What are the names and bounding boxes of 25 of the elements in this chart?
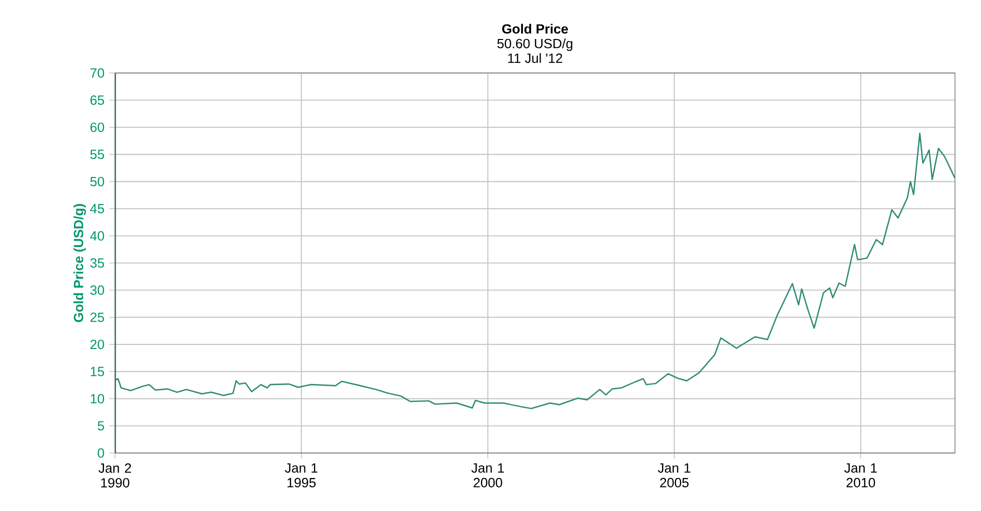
- y-tick-label: 5: [98, 421, 104, 431]
- x-tick-label: Jan 2 1990: [98, 463, 132, 488]
- y-tick-label: 70: [90, 68, 104, 78]
- text: 11 Jul '12: [508, 53, 562, 63]
- x-tick-label: Jan 1 2010: [844, 463, 877, 488]
- chart-subtitle: 50.60 USD/g: [497, 38, 572, 51]
- y-tick-label: 30: [90, 285, 104, 295]
- x-tick-label: Jan 1 2005: [658, 463, 690, 488]
- y-tick-label: 25: [90, 312, 104, 322]
- y-tick-label: 40: [90, 231, 104, 241]
- y-tick-label: 35: [90, 258, 104, 268]
- y-tick-label: 55: [90, 150, 104, 160]
- x-tick-label: Jan 1 2000: [471, 463, 504, 488]
- x-tick-label: Jan 1 1995: [284, 463, 318, 488]
- y-tick-label: 45: [90, 204, 104, 214]
- chart-title: Gold Price: [502, 24, 568, 34]
- y-tick-label: 50: [90, 176, 104, 186]
- y-tick-label: 20: [90, 340, 104, 350]
- y-tick-label: 0: [98, 448, 104, 458]
- y-axis-title: Gold Price (USD/g): [73, 204, 86, 322]
- y-tick-label: 15: [90, 366, 104, 376]
- y-tick-label: 65: [90, 95, 104, 105]
- y-tick-label: 60: [90, 122, 104, 132]
- y-tick-label: 10: [90, 394, 104, 404]
- line-series: [115, 132, 956, 410]
